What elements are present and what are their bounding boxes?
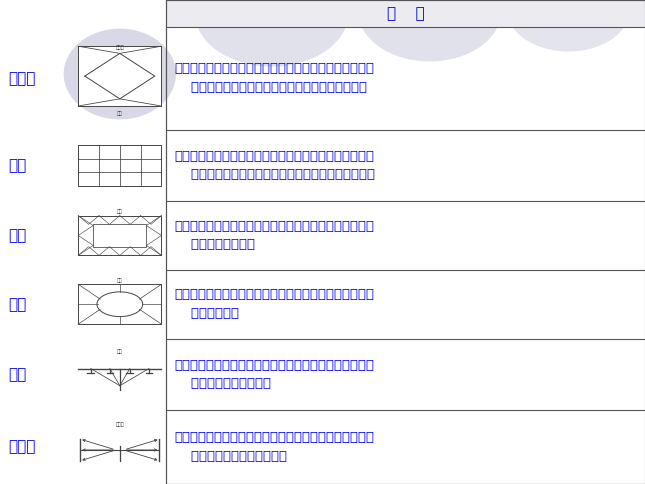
Text: 斜撑: 斜撑: [8, 367, 26, 382]
Text: 便于土方开挖和主体结构施工，但仅适用于周边场地具有
    拉设锚杆的环境和地质条件: 便于土方开挖和主体结构施工，但仅适用于周边场地具有 拉设锚杆的环境和地质条件: [174, 431, 374, 463]
Text: 圆撑: 圆撑: [8, 297, 26, 312]
Text: 桁架: 桁架: [8, 228, 26, 243]
Text: 平面尺寸不大，且长短边长相差不多的基坑宜布置角撑。
    它的开挖土方空间较大，但变形控制要求不能很高: 平面尺寸不大，且长短边长相差不多的基坑宜布置角撑。 它的开挖土方空间较大，但变形…: [174, 62, 374, 94]
Text: 直撑: 直撑: [117, 111, 123, 116]
Ellipse shape: [97, 292, 143, 317]
Text: 特    点: 特 点: [387, 6, 424, 21]
Text: 斜角撑: 斜角撑: [115, 45, 124, 50]
Ellipse shape: [358, 0, 501, 61]
Text: 圆撑: 圆撑: [117, 278, 123, 283]
Text: 开挖面积大、深度小的基坑宜采用；在软弱土层中，不易
    控制基坑的稳定和变形: 开挖面积大、深度小的基坑宜采用；在软弱土层中，不易 控制基坑的稳定和变形: [174, 359, 374, 390]
Bar: [93, 224, 146, 247]
Text: 斜拉锚: 斜拉锚: [115, 422, 124, 427]
Bar: [166, 0, 645, 27]
Text: 钢支撑和钢筋混凝土支撑均可布置；支撑受力明确，安全
    稳定，有利于墙体的变形控制，但开挖土方较为困难: 钢支撑和钢筋混凝土支撑均可布置；支撑受力明确，安全 稳定，有利于墙体的变形控制，…: [174, 150, 375, 181]
Ellipse shape: [506, 0, 631, 52]
Text: 多采用钢筋混凝土支撑；支撑体系受力条件好；开挖空间
    大，便于施工: 多采用钢筋混凝土支撑；支撑体系受力条件好；开挖空间 大，便于施工: [174, 288, 374, 320]
Text: 斜撑: 斜撑: [117, 349, 123, 354]
Text: 多采用钢筋混凝土支撑；中部形成大空间，有利于开挖土
    方和主体结构施工: 多采用钢筋混凝土支撑；中部形成大空间，有利于开挖土 方和主体结构施工: [174, 220, 374, 251]
Bar: [78, 145, 161, 186]
Ellipse shape: [64, 29, 176, 120]
Ellipse shape: [195, 0, 348, 66]
Text: 斜拉锚: 斜拉锚: [8, 439, 35, 454]
Bar: [166, 0, 645, 484]
Text: 直撑: 直撑: [8, 158, 26, 173]
Bar: [78, 215, 161, 256]
Text: 桁架: 桁架: [117, 209, 123, 214]
Text: 斜角撑: 斜角撑: [8, 71, 35, 86]
Bar: [78, 284, 161, 324]
Bar: [78, 46, 161, 106]
